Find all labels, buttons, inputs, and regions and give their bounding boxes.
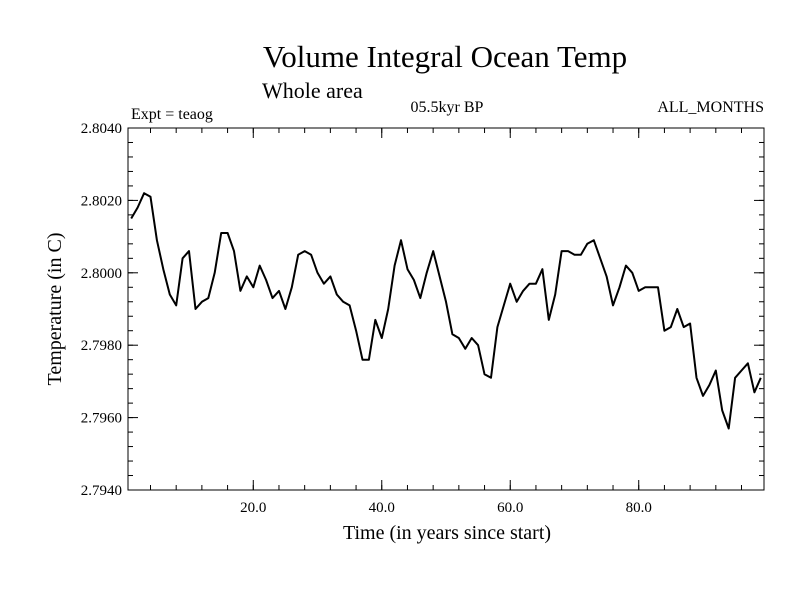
x-tick-label: 80.0 xyxy=(626,500,652,516)
y-tick-label: 2.8020 xyxy=(81,193,122,209)
x-tick-label: 40.0 xyxy=(369,500,395,516)
chart-subtitle: Whole area xyxy=(262,78,363,103)
x-tick-label: 60.0 xyxy=(497,500,523,516)
y-tick-label: 2.8040 xyxy=(81,121,122,137)
months-label: ALL_MONTHS xyxy=(657,99,764,116)
y-axis-label: Temperature (in C) xyxy=(44,233,66,386)
axis-tick-labels: 20.0 40.0 60.0 80.0 2.7940 2.7960 2.7980 2.8000… xyxy=(81,121,652,516)
y-tick-label: 2.7960 xyxy=(81,411,122,427)
series-points xyxy=(130,192,762,429)
y-tick-label: 2.7980 xyxy=(81,338,122,354)
series-line-teaog xyxy=(130,192,762,430)
y-tick-label: 2.7940 xyxy=(81,483,122,499)
x-axis-label: Time (in years since start) xyxy=(343,522,551,544)
plot-frame xyxy=(127,127,765,491)
x-tick-label: 20.0 xyxy=(240,500,266,516)
axis-ticks xyxy=(128,127,764,491)
chart-title: Volume Integral Ocean Temp xyxy=(263,39,627,74)
period-label: 05.5kyr BP xyxy=(411,99,484,116)
y-tick-label: 2.8000 xyxy=(81,266,122,282)
experiment-label: Expt = teaog xyxy=(131,106,213,123)
